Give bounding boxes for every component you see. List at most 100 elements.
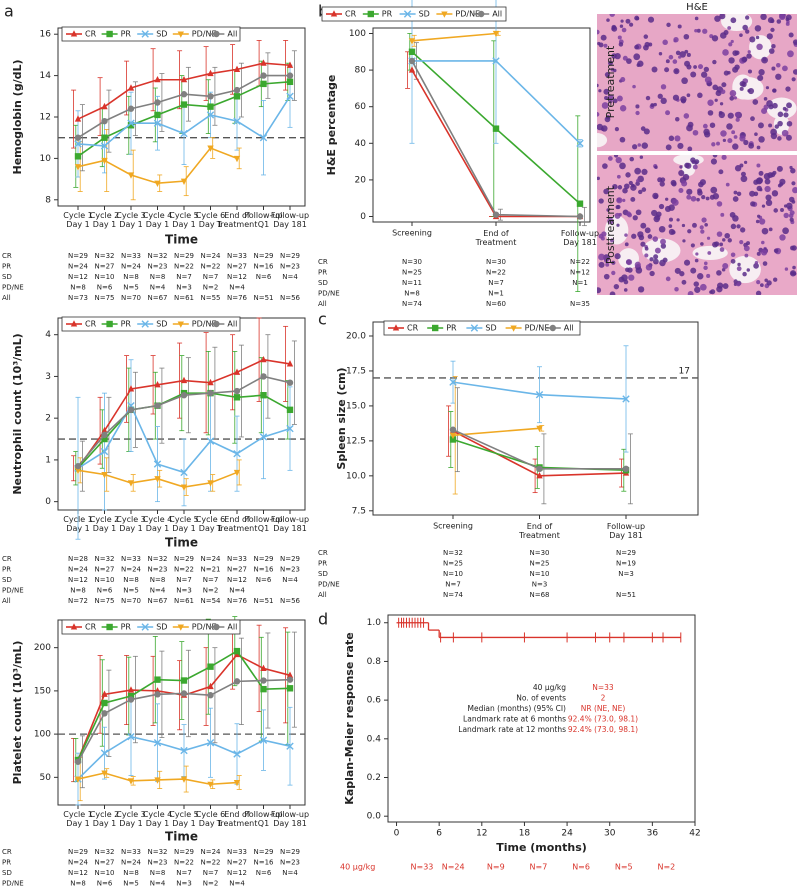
- tissue-nucleus: [631, 233, 637, 239]
- marker: [510, 325, 517, 332]
- marker: [536, 472, 543, 479]
- table-cell: N=8: [123, 576, 139, 584]
- tissue-nucleus: [698, 64, 704, 70]
- table-cell: N=54: [200, 597, 221, 605]
- tissue-nucleus: [786, 120, 793, 127]
- tissue-space: [618, 248, 640, 269]
- marker: [233, 394, 241, 401]
- marker: [207, 663, 214, 670]
- tissue-nucleus: [768, 123, 773, 128]
- tissue-nucleus: [710, 158, 718, 165]
- table-cell: N=27: [94, 566, 114, 574]
- tissue-nucleus: [739, 81, 746, 87]
- tissue-nucleus: [635, 104, 640, 109]
- error-bar: [236, 147, 242, 170]
- x-tick-label: Cycle 4 Day 1: [143, 211, 173, 229]
- marker: [259, 736, 268, 744]
- tissue-nucleus: [714, 15, 721, 22]
- tissue-nucleus: [681, 223, 686, 228]
- x-tick-label: End of Treatment: [475, 229, 517, 247]
- tissue-nucleus: [719, 14, 726, 20]
- tissue-nucleus: [602, 163, 608, 169]
- tissue-nucleus: [647, 234, 653, 239]
- tissue-nucleus: [729, 96, 735, 101]
- table-cell: N=5: [123, 284, 139, 292]
- marker: [233, 750, 241, 758]
- tissue-nucleus: [727, 112, 734, 119]
- tissue-nucleus: [711, 35, 719, 42]
- panel-label: d: [318, 610, 328, 629]
- x-tick-label: 24: [561, 829, 573, 839]
- marker: [233, 86, 241, 94]
- table-cell: N=30: [529, 549, 549, 557]
- error-bar: [150, 48, 156, 112]
- table-cell: N=4: [150, 284, 166, 292]
- error-bar: [183, 166, 189, 197]
- tissue-nucleus: [709, 122, 716, 128]
- tissue-nucleus: [606, 18, 610, 22]
- table-row-label: PR: [2, 566, 11, 574]
- plot-frame: [387, 614, 696, 823]
- marker: [207, 389, 214, 397]
- x-tick-label: Follow-up Q1: [244, 211, 282, 229]
- marker: [286, 78, 294, 86]
- tissue-nucleus: [684, 60, 691, 67]
- legend-label: All: [227, 623, 237, 632]
- marker: [74, 153, 82, 160]
- plot-frame: [372, 27, 591, 223]
- tissue-nucleus: [658, 51, 663, 56]
- table-cell: N=70: [121, 597, 141, 605]
- x-tick-label: Cycle 6 Day 1: [196, 810, 226, 828]
- tissue-nucleus: [755, 35, 760, 40]
- table-cell: N=8: [150, 273, 166, 281]
- marker: [286, 671, 294, 678]
- tissue-nucleus: [743, 139, 749, 146]
- tissue-nucleus: [720, 89, 726, 95]
- table-cell: N=76: [227, 597, 248, 605]
- tissue-nucleus: [785, 17, 790, 22]
- error-bar: [236, 775, 242, 790]
- table-cell: N=22: [570, 258, 590, 266]
- tissue-nucleus: [637, 60, 644, 67]
- tissue-nucleus: [718, 169, 724, 175]
- tissue-nucleus: [672, 59, 678, 64]
- tissue-nucleus: [718, 110, 723, 115]
- legend-label: PR: [121, 623, 132, 632]
- tissue-nucleus: [607, 94, 614, 101]
- marker: [207, 692, 214, 699]
- table-cell: N=27: [227, 263, 247, 271]
- x-tick-label: Screening: [392, 229, 432, 238]
- tissue-nucleus: [693, 65, 697, 69]
- table-cell: N=29: [280, 555, 300, 563]
- table-cell: N=60: [486, 300, 506, 308]
- tissue-nucleus: [630, 184, 637, 191]
- tissue-nucleus: [638, 189, 643, 195]
- tissue-nucleus: [693, 281, 700, 287]
- tissue-nucleus: [600, 34, 607, 41]
- tissue-nucleus: [634, 261, 641, 268]
- tissue-nucleus: [779, 14, 786, 21]
- tissue-nucleus: [772, 88, 777, 93]
- table-cell: N=33: [121, 252, 141, 260]
- tissue-nucleus: [686, 52, 691, 58]
- marker: [180, 677, 188, 684]
- marker: [70, 623, 78, 630]
- tissue-nucleus: [736, 191, 742, 197]
- y-tick-label: 0: [45, 497, 51, 507]
- y-tick-label: 40: [355, 139, 367, 149]
- tissue-nucleus: [617, 35, 622, 40]
- marker: [180, 468, 188, 477]
- tissue-nucleus: [701, 217, 707, 223]
- tissue-nucleus: [668, 204, 675, 211]
- tissue-nucleus: [622, 55, 628, 61]
- tissue-nucleus: [764, 278, 768, 282]
- table-cell: N=12: [227, 576, 247, 584]
- tissue-nucleus: [603, 88, 610, 95]
- tissue-nucleus: [730, 39, 734, 44]
- tissue-nucleus: [734, 50, 740, 56]
- tissue-nucleus: [764, 185, 771, 193]
- legend-label: All: [227, 30, 237, 39]
- marker: [141, 320, 149, 328]
- summary-value: NR (NE, NE): [581, 704, 626, 713]
- tissue-nucleus: [761, 227, 769, 235]
